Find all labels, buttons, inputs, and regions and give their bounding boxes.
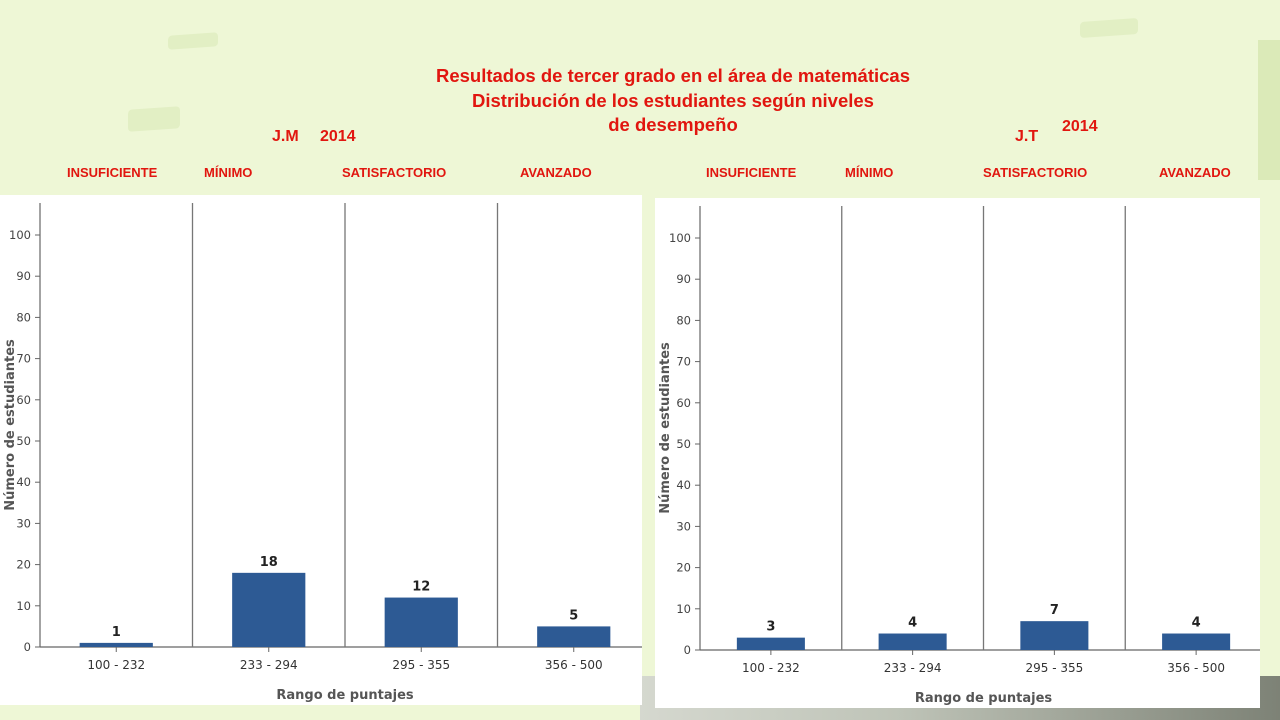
y-tick-label: 40: [16, 475, 31, 489]
y-tick-label: 10: [676, 602, 691, 616]
left-school-label: J.M: [272, 128, 299, 145]
chart-panel-left: 0 10 20 30 40 50 60 70 80 90 100 1 100 - 232 18 233 - …: [0, 195, 642, 705]
data-label: 1: [112, 625, 121, 640]
y-tick-label: 0: [684, 643, 691, 657]
y-tick-label: 30: [16, 516, 31, 530]
left-year-label: 2014: [320, 128, 356, 145]
bar-chart-right: 0 10 20 30 40 50 60 70 80 90 100 3 100 - 232 4 233 - 2…: [658, 206, 1260, 706]
x-tick-label: 100 - 232: [742, 661, 800, 675]
left-level-minimo: MÍNIMO: [204, 165, 253, 180]
y-tick-label: 70: [16, 352, 31, 366]
y-tick-label: 80: [16, 310, 31, 324]
y-tick-label: 20: [16, 558, 31, 572]
y-axis-title: Número de estudiantes: [3, 339, 18, 511]
bar: [79, 642, 153, 647]
data-label: 5: [569, 608, 578, 623]
y-tick-label: 100: [9, 228, 31, 242]
y-tick-label: 100: [669, 231, 691, 245]
data-label: 4: [908, 616, 917, 631]
x-tick-label: 356 - 500: [545, 658, 603, 672]
y-tick-label: 40: [676, 478, 691, 492]
y-axis-title: Número de estudiantes: [658, 342, 673, 514]
y-tick-label: 30: [676, 519, 691, 533]
x-tick-label: 295 - 355: [1025, 661, 1083, 675]
right-school-label: J.T: [1015, 128, 1039, 145]
background-shape: [1080, 17, 1138, 39]
background-shape: [168, 32, 218, 50]
x-tick-label: 356 - 500: [1167, 661, 1225, 675]
data-label: 18: [260, 555, 278, 570]
left-level-satisfactorio: SATISFACTORIO: [342, 165, 447, 180]
x-axis-title: Rango de puntajes: [276, 688, 414, 703]
right-year-label: 2014: [1062, 118, 1098, 135]
x-tick-label: 100 - 232: [87, 658, 145, 672]
data-label: 7: [1050, 603, 1059, 618]
bar: [1162, 633, 1231, 650]
bar: [736, 637, 805, 650]
x-tick-label: 295 - 355: [392, 658, 450, 672]
right-level-avanzado: AVANZADO: [1159, 165, 1231, 180]
bar: [232, 572, 306, 647]
page-title: Resultados de tercer grado en el área de…: [373, 64, 973, 138]
x-tick-label: 233 - 294: [240, 658, 298, 672]
y-tick-label: 20: [676, 561, 691, 575]
title-line-3: de desempeño: [608, 114, 738, 135]
left-level-avanzado: AVANZADO: [520, 165, 592, 180]
y-tick-label: 80: [676, 313, 691, 327]
bar: [384, 597, 458, 647]
background-shape: [128, 106, 180, 132]
bar: [878, 633, 947, 650]
y-tick-label: 70: [676, 355, 691, 369]
y-tick-label: 90: [16, 269, 31, 283]
y-tick-label: 60: [16, 393, 31, 407]
data-label: 4: [1192, 616, 1201, 631]
y-tick-label: 90: [676, 272, 691, 286]
x-axis-title: Rango de puntajes: [915, 691, 1053, 706]
right-level-insuficiente: INSUFICIENTE: [706, 165, 797, 180]
y-tick-label: 60: [676, 396, 691, 410]
title-line-1: Resultados de tercer grado en el área de…: [435, 65, 910, 86]
y-tick-label: 10: [16, 599, 31, 613]
y-tick-label: 50: [676, 437, 691, 451]
right-level-minimo: MÍNIMO: [845, 165, 894, 180]
bar: [1020, 621, 1089, 650]
data-label: 3: [766, 620, 775, 635]
y-tick-label: 0: [24, 640, 31, 654]
bar-chart-left: 0 10 20 30 40 50 60 70 80 90 100 1 100 - 232 18 233 - …: [3, 203, 642, 703]
chart-panel-right: 0 10 20 30 40 50 60 70 80 90 100 3 100 - 232 4 233 - 2…: [655, 198, 1260, 708]
title-line-2: Distribución de los estudiantes según ni…: [472, 89, 874, 111]
x-tick-label: 233 - 294: [884, 661, 942, 675]
bar: [537, 626, 611, 647]
left-level-insuficiente: INSUFICIENTE: [67, 165, 158, 180]
background-stripe: [1258, 40, 1280, 180]
data-label: 12: [412, 580, 430, 595]
right-level-satisfactorio: SATISFACTORIO: [983, 165, 1088, 180]
y-tick-label: 50: [16, 434, 31, 448]
